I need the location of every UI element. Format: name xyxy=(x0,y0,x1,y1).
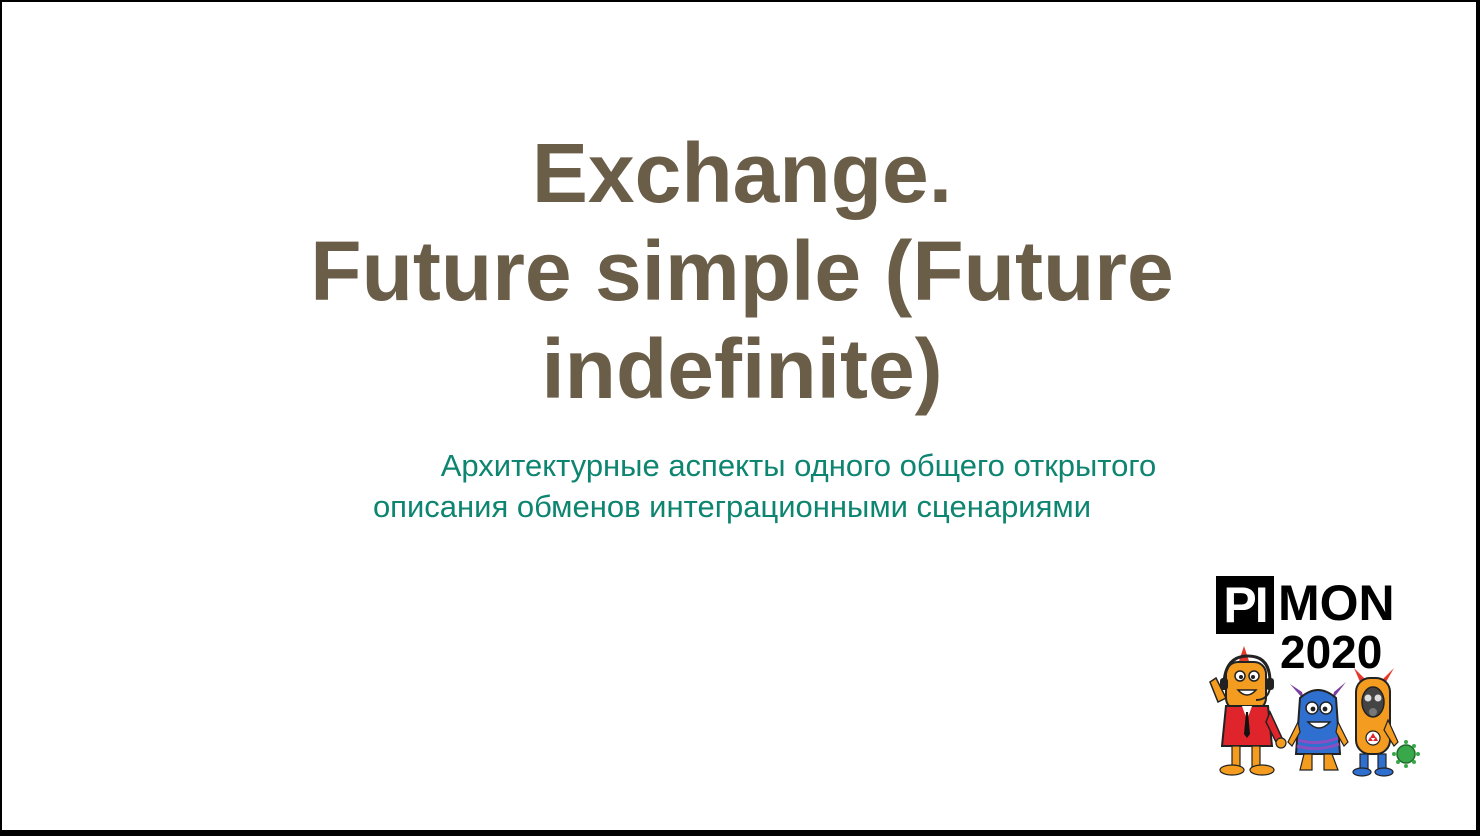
orange-monster-with-headset-icon xyxy=(1209,646,1287,776)
pimon-2020-logo: PI MON 2020 xyxy=(1200,572,1430,782)
logo-year-text: 2020 xyxy=(1280,626,1383,678)
subtitle-line-1: Архитектурные аспекты одного общего откр… xyxy=(440,448,1157,483)
logo-mascots xyxy=(1209,646,1420,777)
title-line-1: Exchange. xyxy=(531,126,953,220)
title-line-3: indefinite) xyxy=(541,322,943,416)
blue-monster-icon xyxy=(1287,682,1349,771)
logo-pi-box: PI xyxy=(1216,576,1274,634)
orange-monster-with-gas-mask-icon xyxy=(1352,668,1420,777)
subtitle-line-2: описания обменов интеграционными сценари… xyxy=(372,489,1092,524)
slide-title: Exchange. Future simple (Future indefini… xyxy=(202,124,1282,418)
logo-mon-text: MON xyxy=(1278,575,1395,631)
slide-subtitle: Архитектурные аспекты одного общего откр… xyxy=(302,445,1182,527)
title-line-2: Future simple (Future xyxy=(310,224,1174,318)
